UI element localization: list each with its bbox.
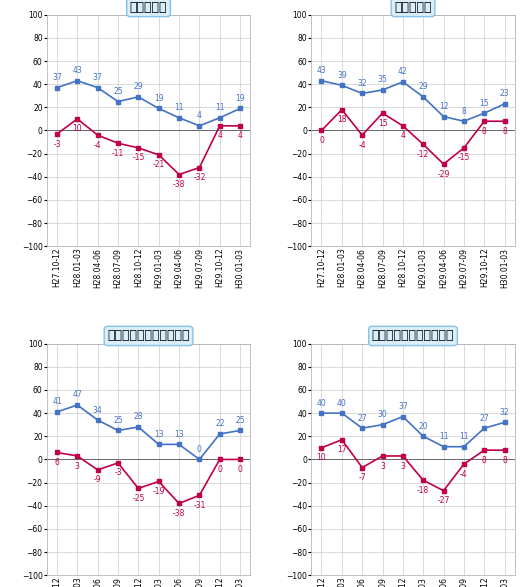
Text: 3: 3 [380, 461, 385, 471]
Text: -31: -31 [193, 501, 205, 510]
Text: -3: -3 [53, 140, 61, 149]
Text: 32: 32 [500, 408, 510, 417]
Text: 35: 35 [378, 75, 387, 85]
Text: 11: 11 [215, 103, 225, 112]
Text: 4: 4 [197, 112, 202, 120]
Text: 4: 4 [400, 131, 405, 140]
Text: 25: 25 [235, 416, 245, 425]
Text: -29: -29 [437, 170, 450, 178]
Text: -27: -27 [437, 496, 450, 505]
Text: 15: 15 [479, 99, 489, 107]
Text: 27: 27 [357, 414, 367, 423]
Text: 8: 8 [462, 107, 466, 116]
Text: 42: 42 [398, 68, 408, 76]
Title: 総受注金額: 総受注金額 [394, 1, 432, 14]
Text: 0: 0 [238, 465, 242, 474]
Text: 11: 11 [459, 432, 469, 441]
Text: 13: 13 [154, 430, 163, 439]
Text: 29: 29 [419, 82, 428, 92]
Text: 39: 39 [337, 71, 347, 80]
Text: 25: 25 [113, 416, 123, 425]
Text: 8: 8 [482, 127, 487, 136]
Text: 11: 11 [439, 432, 448, 441]
Text: -4: -4 [94, 141, 101, 150]
Text: 40: 40 [337, 399, 347, 407]
Text: 32: 32 [357, 79, 367, 88]
Text: 20: 20 [419, 421, 428, 431]
Text: -3: -3 [114, 468, 122, 477]
Text: 0: 0 [217, 465, 222, 474]
Text: 4: 4 [217, 131, 222, 140]
Text: 28: 28 [134, 413, 143, 421]
Text: -38: -38 [173, 180, 185, 189]
Text: -21: -21 [152, 160, 165, 170]
Text: 0: 0 [319, 136, 324, 145]
Text: 19: 19 [154, 94, 163, 103]
Text: 47: 47 [72, 390, 82, 399]
Text: -38: -38 [173, 509, 185, 518]
Text: -15: -15 [132, 153, 145, 163]
Text: 40: 40 [317, 399, 327, 407]
Text: 25: 25 [113, 87, 123, 96]
Title: 総受注戸数: 総受注戸数 [130, 1, 167, 14]
Text: 43: 43 [317, 66, 327, 75]
Text: 4: 4 [238, 131, 242, 140]
Text: 41: 41 [52, 397, 62, 406]
Text: -18: -18 [417, 486, 430, 495]
Text: 0: 0 [197, 445, 202, 454]
Text: 19: 19 [235, 94, 245, 103]
Text: 37: 37 [52, 73, 62, 82]
Text: 23: 23 [500, 89, 510, 98]
Text: -32: -32 [193, 173, 205, 182]
Text: 6: 6 [55, 458, 59, 467]
Text: 3: 3 [400, 461, 405, 471]
Text: -7: -7 [358, 473, 366, 482]
Text: 11: 11 [174, 103, 184, 112]
Text: 8: 8 [502, 127, 507, 136]
Text: -11: -11 [112, 149, 124, 158]
Text: 10: 10 [317, 453, 327, 463]
Text: 27: 27 [479, 414, 489, 423]
Text: 8: 8 [502, 456, 507, 465]
Title: 戸建て注文住宅受注戸数: 戸建て注文住宅受注戸数 [107, 329, 190, 342]
Text: 37: 37 [398, 402, 408, 411]
Text: 15: 15 [378, 119, 387, 128]
Text: 30: 30 [378, 410, 387, 419]
Text: 10: 10 [72, 124, 82, 133]
Text: -25: -25 [132, 494, 145, 503]
Text: -4: -4 [460, 470, 468, 478]
Text: 43: 43 [72, 66, 82, 75]
Text: 3: 3 [75, 461, 80, 471]
Text: 37: 37 [93, 73, 102, 82]
Title: 戸建て注文住宅受注金額: 戸建て注文住宅受注金額 [372, 329, 454, 342]
Text: 22: 22 [215, 419, 225, 429]
Text: -4: -4 [358, 141, 366, 150]
Text: -9: -9 [94, 475, 101, 484]
Text: 17: 17 [337, 446, 347, 454]
Text: 18: 18 [337, 115, 347, 124]
Text: 8: 8 [482, 456, 487, 465]
Text: -15: -15 [458, 153, 470, 163]
Text: 13: 13 [174, 430, 184, 439]
Text: 34: 34 [93, 406, 102, 414]
Text: 29: 29 [134, 82, 143, 92]
Text: 12: 12 [439, 102, 448, 111]
Text: -12: -12 [417, 150, 430, 159]
Text: -19: -19 [152, 487, 165, 496]
